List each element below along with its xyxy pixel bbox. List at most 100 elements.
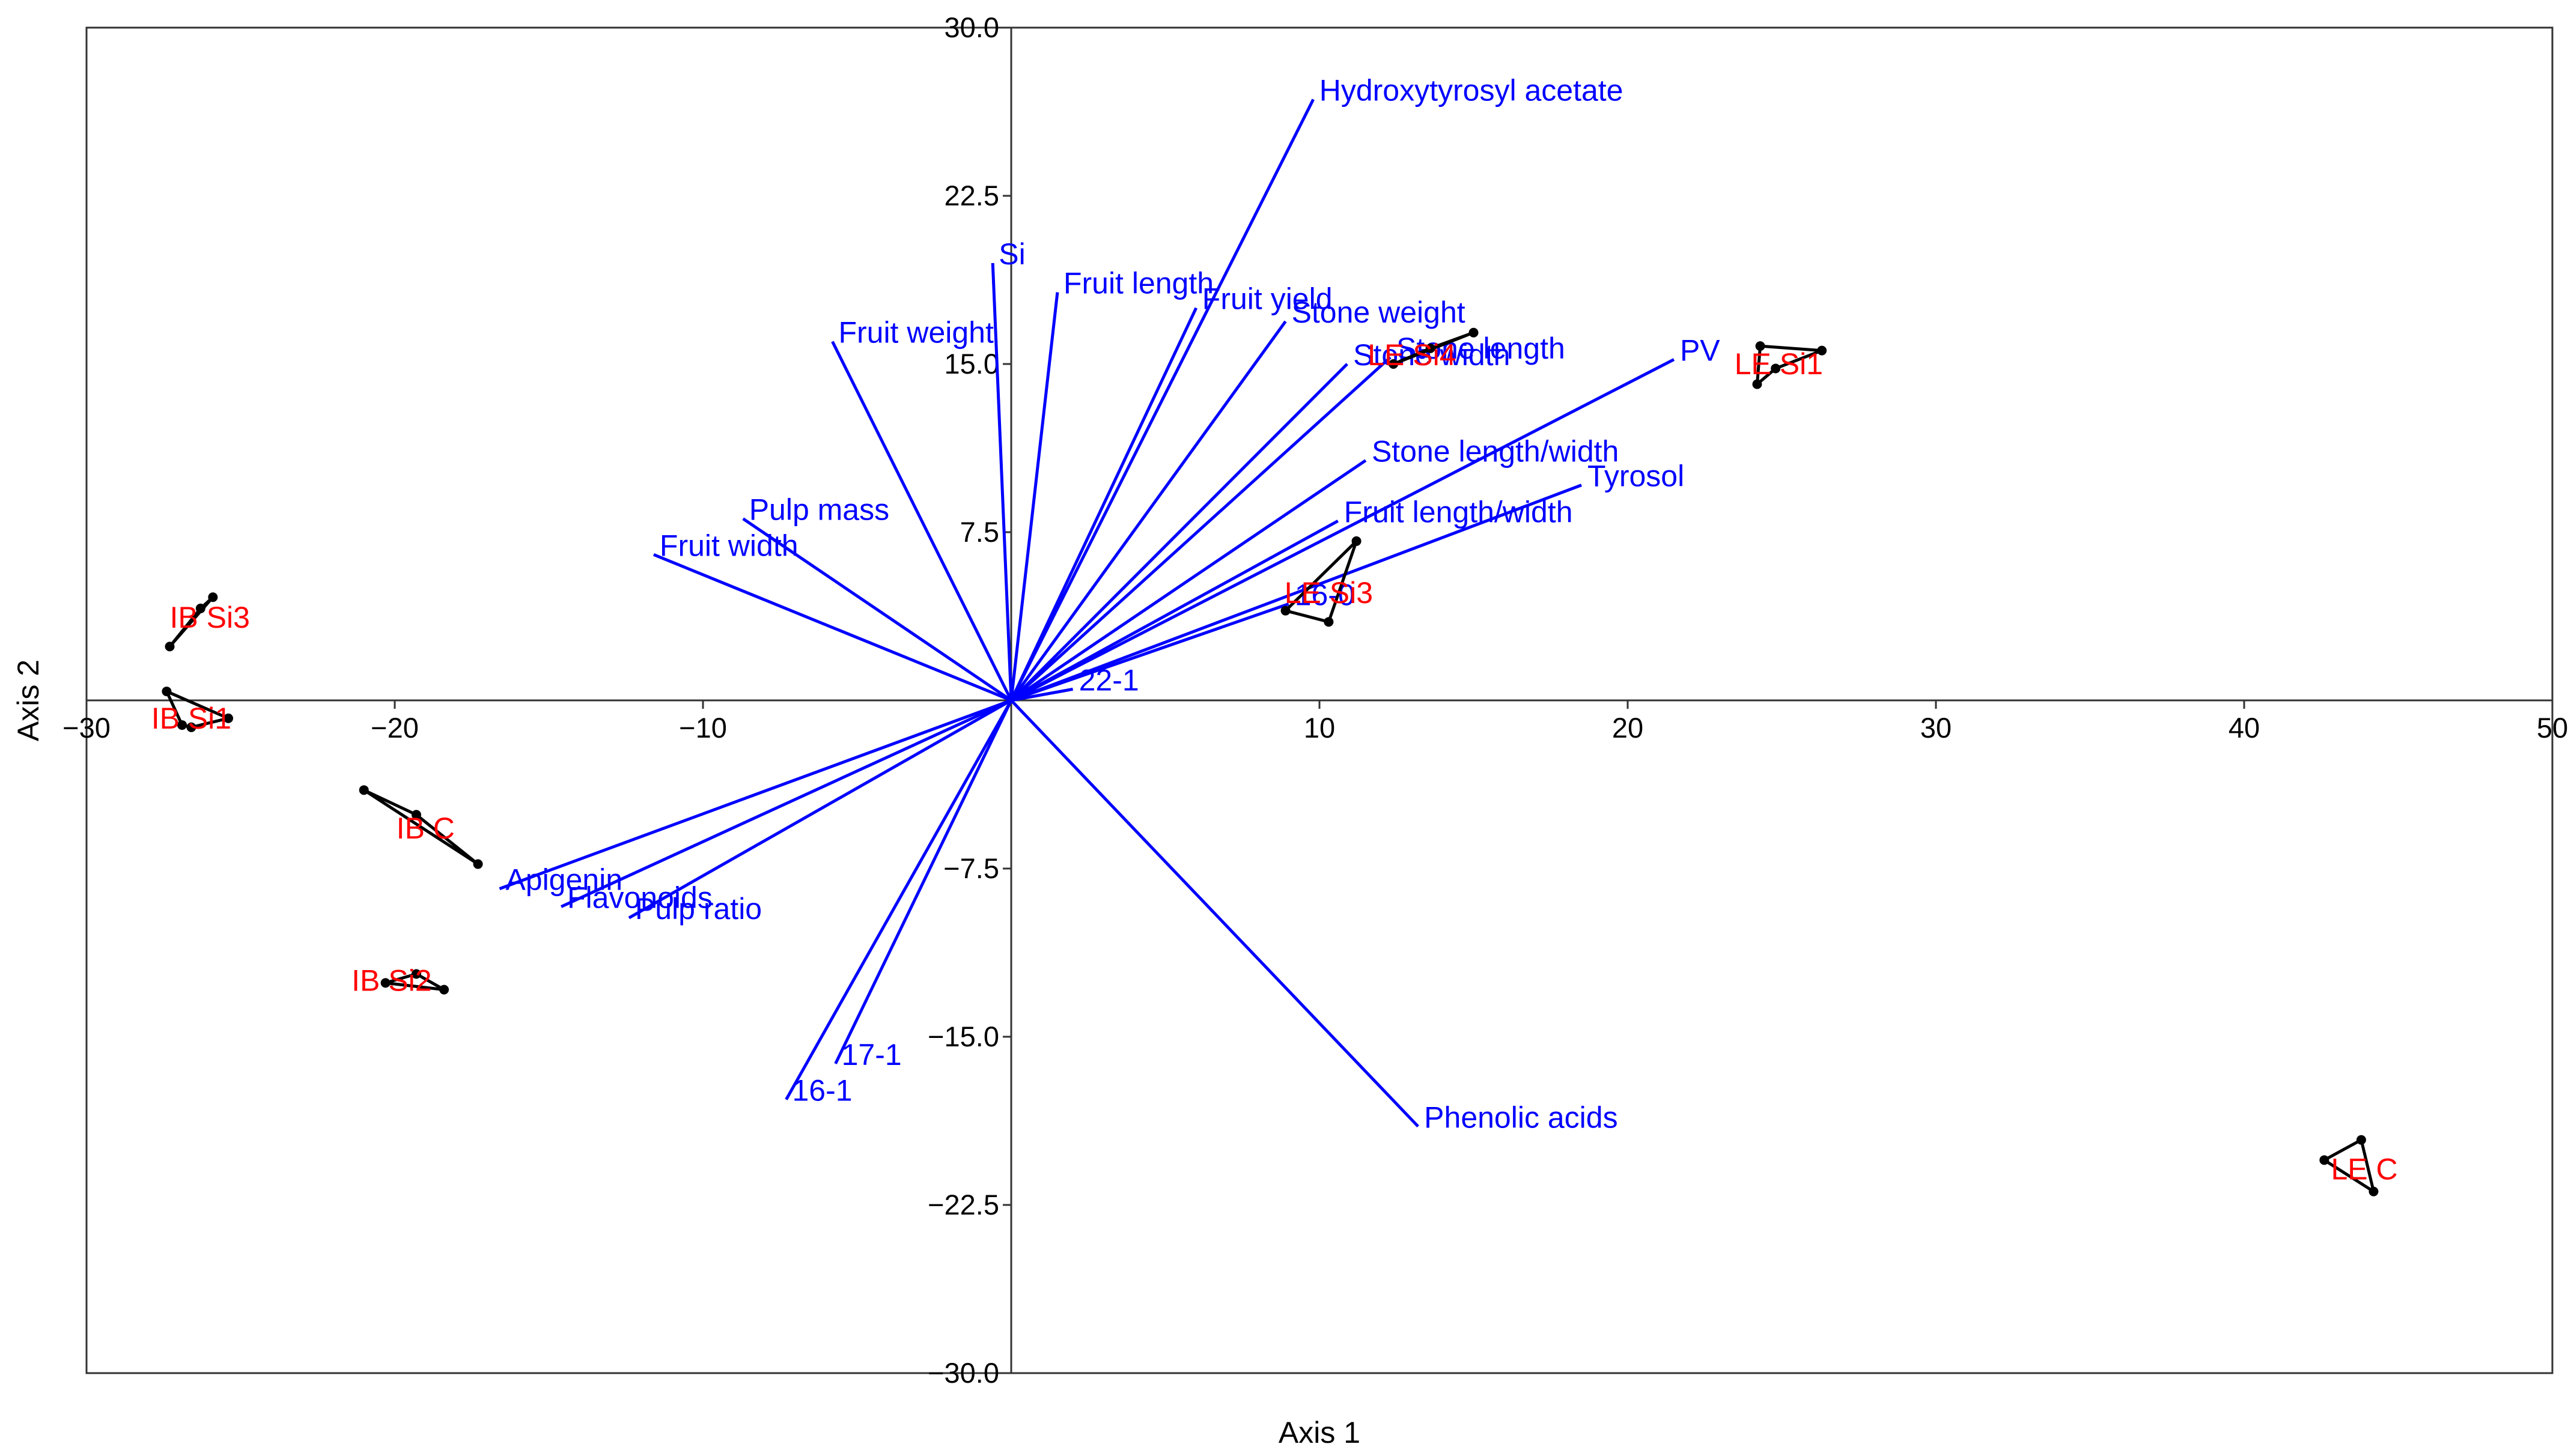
vector-label-22-1: 22-1 <box>1079 663 1139 697</box>
group-point-le-si4 <box>1389 359 1399 369</box>
vector-line-stone-length-width <box>1010 459 1367 702</box>
vector-line-stone-weight <box>1009 320 1287 702</box>
x-tick-label: 10 <box>1304 712 1335 744</box>
group-point-ib-c <box>411 810 421 820</box>
group-label-ib-si2: IB Si2 <box>351 964 431 998</box>
vector-line-22-1 <box>1011 687 1074 702</box>
vector-line-stone-length <box>1010 356 1392 702</box>
x-tick-label: 20 <box>1612 712 1643 744</box>
vector-line-flavonoids <box>560 699 1012 908</box>
y-tick-label: −15.0 <box>928 1021 999 1052</box>
group-point-le-c <box>2356 1135 2366 1145</box>
vector-label-stone-length-width: Stone length/width <box>1372 435 1619 469</box>
vector-line-pulp-mass <box>742 517 1012 702</box>
group-point-le-si1 <box>1755 341 1765 351</box>
vector-line-phenolic-acids <box>1010 699 1419 1128</box>
group-point-ib-si2 <box>411 969 421 979</box>
group-label-le-si3: LE Si3 <box>1285 576 1373 610</box>
group-point-le-si3 <box>1280 605 1291 616</box>
y-tick-label: −30.0 <box>928 1357 999 1389</box>
group-point-le-si3 <box>1351 536 1362 546</box>
vector-label-fruit-width: Fruit width <box>660 529 799 562</box>
vector-label-stone-length: Stone length <box>1396 332 1565 365</box>
group-hull-ib-si2 <box>384 972 446 992</box>
group-hull-le-si3 <box>1284 539 1358 623</box>
group-label-le-c: LE C <box>2331 1152 2397 1186</box>
group-point-ib-si3 <box>195 603 205 613</box>
y-tick-label: 22.5 <box>945 180 999 211</box>
group-point-ib-si1 <box>223 713 233 723</box>
vector-label-fruit-weight: Fruit weight <box>838 316 994 350</box>
vector-line-pv <box>1010 358 1675 702</box>
x-axis-title: Axis 1 <box>1279 1416 1360 1449</box>
group-point-le-c <box>2319 1155 2329 1165</box>
vector-line-fruit-length <box>1009 292 1059 701</box>
group-label-ib-c: IB C <box>397 811 455 845</box>
x-tick-label: 30 <box>1920 712 1952 744</box>
vector-line-fruit-yield <box>1009 307 1198 702</box>
vector-label-fruit-length: Fruit length <box>1063 267 1214 300</box>
x-tick-label: −10 <box>679 712 727 744</box>
group-point-le-si1 <box>1752 379 1762 389</box>
y-tick-label: 7.5 <box>960 516 999 548</box>
group-point-le-si1 <box>1817 345 1827 356</box>
vector-label-stone-weight: Stone weight <box>1292 296 1465 329</box>
vector-label-fruit-length-width: Fruit length/width <box>1344 495 1573 529</box>
vector-label-pulp-ratio: Pulp ratio <box>635 892 762 926</box>
vector-line-si <box>991 262 1013 701</box>
x-tick-label: −30 <box>62 712 111 744</box>
vector-line-pulp-ratio <box>628 699 1012 920</box>
y-tick-label: 30.0 <box>945 11 999 43</box>
vector-line-fruit-weight <box>831 341 1013 702</box>
vector-label-16-1: 16-1 <box>793 1074 853 1108</box>
vector-line-17-1 <box>834 699 1013 1064</box>
y-tick-label: 15.0 <box>945 348 999 380</box>
vector-label-pv: PV <box>1680 334 1720 368</box>
vector-line-fruit-length-width <box>1010 520 1339 702</box>
group-point-ib-si2 <box>439 984 449 995</box>
vector-line-stone-width <box>1010 363 1348 702</box>
vector-label-fruit-yield: Fruit yield <box>1202 282 1333 316</box>
groups-layer: IB Si3 IB Si1 IB C IB Si2 LE Si3 LE Si4 LE Si1… <box>151 327 2398 1197</box>
vector-line-16-1 <box>785 699 1013 1100</box>
vector-line-tyrosol <box>1011 484 1582 702</box>
group-point-le-c <box>2369 1186 2379 1197</box>
vector-line-apigenin <box>499 699 1012 890</box>
group-point-le-si4 <box>1425 343 1435 353</box>
ticks-layer: −30 −20 −10 10 20 30 40 50 30.0 22.5 15.0 7.5 −7.5 −1… <box>62 11 2568 1389</box>
group-point-le-si4 <box>1468 327 1479 338</box>
group-point-ib-si3 <box>165 642 175 652</box>
vector-line-hydroxytyrosyl-acetate <box>1009 99 1315 702</box>
vector-label-17-1: 17-1 <box>842 1038 902 1072</box>
x-tick-label: 40 <box>2229 712 2260 744</box>
x-tick-label: −20 <box>371 712 419 744</box>
vector-line-fruit-width <box>653 553 1012 702</box>
group-point-ib-si3 <box>208 592 218 602</box>
vector-label-hydroxytyrosyl-acetate: Hydroxytyrosyl acetate <box>1319 73 1623 107</box>
group-point-le-si3 <box>1324 617 1334 627</box>
group-point-ib-c <box>359 785 369 795</box>
vector-label-apigenin: Apigenin <box>505 863 622 897</box>
group-hull-ib-si3 <box>168 595 214 648</box>
vector-label-tyrosol: Tyrosol <box>1587 460 1684 493</box>
group-label-le-si1: LE Si1 <box>1735 347 1823 381</box>
vector-label-16-0: 16-0 <box>1295 578 1355 611</box>
y-axis-title: Axis 2 <box>11 660 45 741</box>
group-point-ib-si1 <box>186 722 196 732</box>
x-tick-label: 50 <box>2537 712 2568 744</box>
vector-line-16-0 <box>1011 602 1289 702</box>
vector-label-flavonoids: Flavonoids <box>567 881 713 914</box>
group-point-ib-si2 <box>380 978 391 988</box>
group-label-ib-si1: IB Si1 <box>151 702 231 735</box>
group-hull-le-c <box>2322 1138 2375 1194</box>
group-hull-ib-c <box>362 788 480 866</box>
group-point-ib-c <box>473 859 483 869</box>
group-label-ib-si3: IB Si3 <box>169 601 249 634</box>
group-point-ib-si1 <box>177 720 187 730</box>
vector-label-si: Si <box>999 237 1025 271</box>
y-tick-label: −22.5 <box>928 1189 999 1221</box>
vector-label-pulp-mass: Pulp mass <box>749 493 889 527</box>
group-label-le-si4: LE Si4 <box>1368 338 1456 372</box>
